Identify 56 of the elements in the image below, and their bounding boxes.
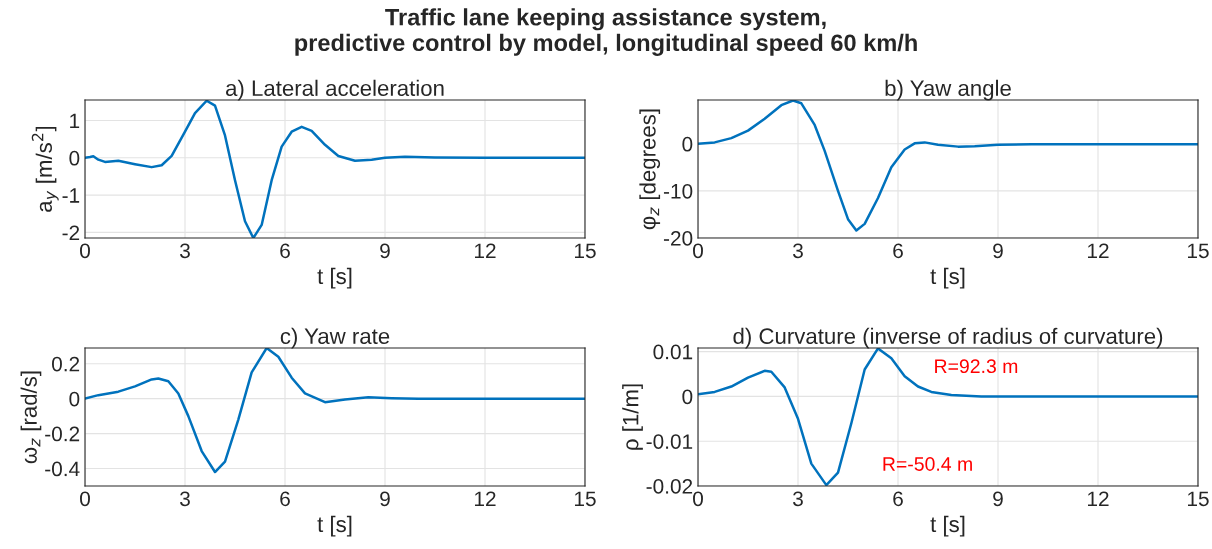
y-tick-label: -1 (62, 188, 80, 203)
line-series (698, 348, 1198, 486)
x-tick-label: 6 (893, 491, 903, 507)
x-tick-label: 9 (993, 243, 1003, 259)
x-tick-label: 15 (1188, 491, 1209, 507)
y-tick-label: 0.01 (653, 344, 693, 360)
annotation: R=-50.4 m (883, 457, 972, 471)
y-tick-label: 0.2 (51, 356, 80, 372)
x-tick-label: 0 (80, 243, 90, 259)
x-tick-label: 0 (693, 491, 703, 507)
text: Traffic lane keeping assistance system, predictive control by model, longitudinal speed 60 km/h (295, 8, 917, 56)
chart-title: d) Curvature (inverse of radius of curvature) (733, 327, 1163, 349)
y-tick-label: -0.01 (646, 434, 693, 449)
x-tick-label: 9 (380, 491, 390, 507)
x-tick-label: 6 (280, 243, 290, 259)
y-tick-label: -2 (62, 225, 80, 240)
y-tick-label: 0 (69, 391, 80, 407)
x-tick-label: 12 (475, 491, 496, 506)
y-tick-label: 0 (69, 150, 80, 166)
x-tick-label: 12 (1088, 243, 1109, 258)
x-tick-label: 3 (793, 243, 803, 259)
x-tick-label: 3 (180, 243, 190, 259)
y-tick-label: 0 (682, 389, 693, 405)
y-tick-label: -0.2 (45, 426, 80, 442)
y-axis-title: ω$_{z}$ [rad/s] (20, 371, 42, 464)
x-tick-label: 6 (893, 243, 903, 259)
x-tick-label: 15 (575, 491, 596, 507)
x-tick-label: 15 (575, 243, 596, 259)
chart-title: c) Yaw rate (280, 327, 390, 349)
y-tick-label: -20 (663, 231, 693, 246)
y-axis-title: a$_{y}$ [m/s$^{2}$] (31, 126, 59, 212)
x-tick-label: 9 (993, 491, 1003, 507)
x-axis-title: t [s] (317, 267, 352, 289)
y-tick-label: -0.4 (45, 461, 80, 477)
line-series (85, 100, 585, 238)
x-tick-label: 12 (475, 243, 496, 258)
x-tick-label: 0 (80, 491, 90, 507)
x-tick-label: 6 (280, 491, 290, 507)
y-tick-label: 0 (682, 136, 693, 152)
x-tick-label: 9 (380, 243, 390, 259)
x-axis-title: t [s] (930, 267, 965, 289)
y-tick-label: -10 (663, 183, 693, 199)
y-tick-label: -0.02 (646, 479, 693, 494)
chart-title: a) Lateral acceleration (226, 79, 444, 101)
chart-title: b) Yaw angle (885, 79, 1011, 101)
x-tick-label: 3 (180, 491, 190, 507)
x-tick-label: 12 (1088, 491, 1109, 506)
annotation: R=92.3 m (935, 359, 1018, 374)
y-tick-label: 1 (70, 113, 80, 129)
y-axis-title: ρ [1/m] (622, 384, 643, 450)
y-axis-title: φ$_{z}$ [degrees] (639, 109, 661, 230)
x-tick-label: 15 (1188, 243, 1209, 259)
x-axis-title: t [s] (317, 515, 352, 537)
x-tick-label: 0 (693, 243, 703, 259)
x-axis-title: t [s] (930, 515, 965, 537)
x-tick-label: 3 (793, 491, 803, 507)
